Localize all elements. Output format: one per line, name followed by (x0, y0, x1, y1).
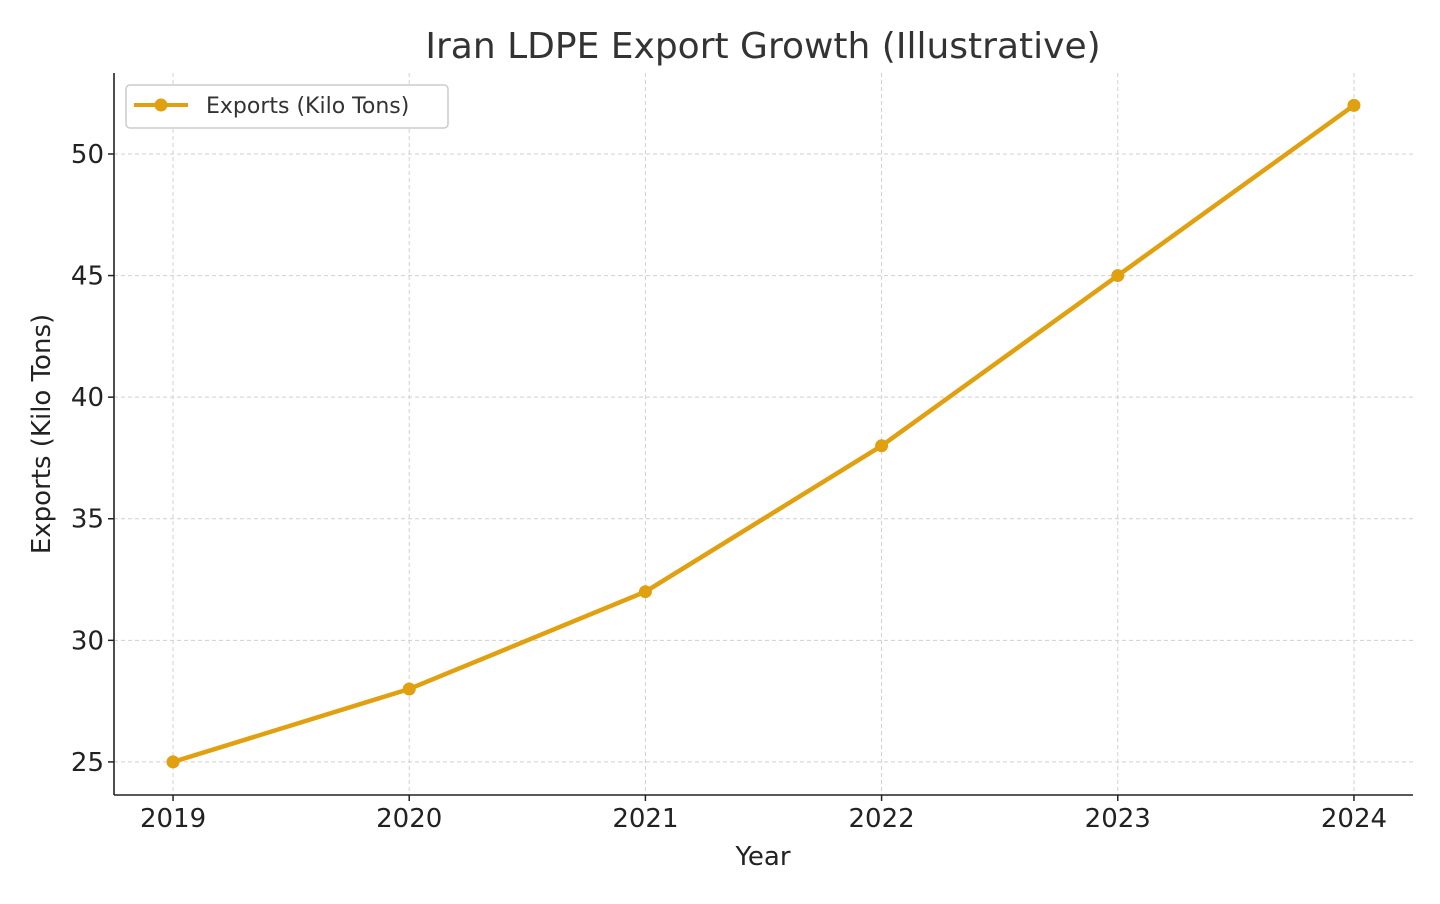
x-tick-label: 2023 (1085, 804, 1151, 834)
data-point (166, 755, 180, 769)
y-axis-label: Exports (Kilo Tons) (27, 314, 57, 554)
data-point (875, 439, 889, 453)
series-line (172, 103, 1356, 765)
axes (113, 73, 1413, 796)
data-point (1347, 98, 1361, 112)
series (166, 98, 1361, 769)
chart-title: Iran LDPE Export Growth (Illustrative) (425, 26, 1100, 67)
legend-label: Exports (Kilo Tons) (206, 94, 409, 119)
y-tick-label: 25 (71, 748, 104, 778)
x-tick-label: 2021 (612, 804, 678, 834)
data-point (638, 585, 652, 599)
x-axis-label: Year (734, 842, 790, 872)
ticks: 2019 2020 2021 2022 2023 2024 25 30 35 40 45 50 (71, 140, 1387, 834)
legend: Exports (Kilo Tons) (125, 84, 449, 129)
grid (114, 73, 1413, 795)
x-tick-label: 2022 (849, 804, 915, 834)
y-tick-label: 45 (71, 262, 104, 292)
data-point (1111, 269, 1125, 283)
x-tick-label: 2019 (140, 804, 206, 834)
legend-marker (154, 98, 168, 112)
y-tick-label: 30 (71, 626, 104, 656)
data-point (402, 682, 416, 696)
y-tick-label: 40 (71, 383, 104, 413)
legend-box (125, 84, 449, 129)
y-tick-label: 35 (71, 505, 104, 535)
x-tick-label: 2024 (1321, 804, 1387, 834)
x-tick-label: 2020 (376, 804, 442, 834)
y-tick-label: 50 (71, 140, 104, 170)
